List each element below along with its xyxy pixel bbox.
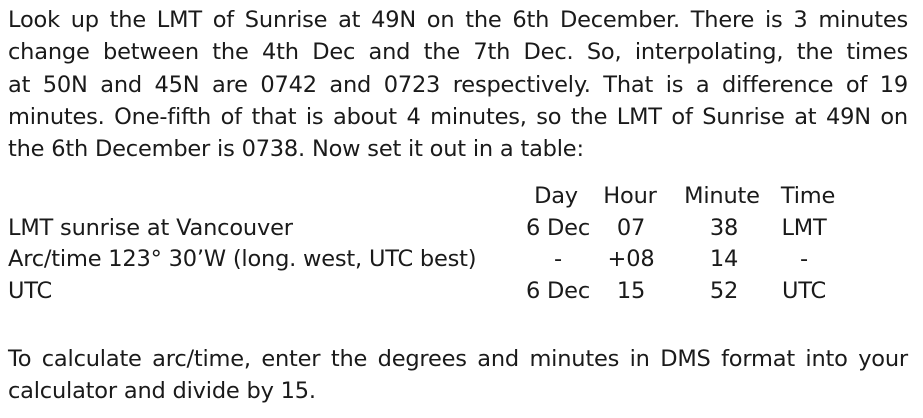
row-hour: 15	[616, 277, 646, 304]
footer-paragraph: To calculate arc/time, enter the degrees…	[8, 343, 908, 408]
row-minute: 14	[709, 246, 739, 272]
header-time: Time	[780, 183, 836, 209]
table-header-row: Day Hour Minute Time	[8, 183, 908, 215]
header-hour: Hour	[603, 183, 657, 209]
intro-line: minutes. One-fifth of that is about 4 mi…	[8, 103, 908, 130]
row-day: 6 Dec	[525, 214, 590, 241]
intro-paragraph: Look up the LMT of Sunrise at 49N on the…	[8, 4, 908, 165]
row-minute: 52	[709, 277, 739, 304]
row-label: LMT sunrise at Vancouver	[8, 214, 293, 241]
table-row: Arc/time 123° 30’W (long. west, UTC best…	[8, 246, 908, 278]
footer-line: To calculate arc/time, enter the degrees…	[8, 346, 908, 372]
row-day: -	[554, 246, 562, 272]
intro-line: at 50N and 45N are 0742 and 0723 respect…	[8, 71, 908, 98]
row-time: LMT	[781, 214, 827, 241]
intro-line: change between the 4th Dec and the 7th D…	[8, 39, 908, 66]
footer-line: calculator and divide by 15.	[8, 378, 316, 405]
table-row: LMT sunrise at Vancouver 6 Dec 07 38 LMT	[8, 215, 908, 247]
row-label: UTC	[8, 277, 53, 304]
row-time: UTC	[781, 277, 826, 304]
row-minute: 38	[709, 214, 739, 241]
sunrise-table: Day Hour Minute Time LMT sunrise at Vanc…	[8, 183, 908, 309]
row-label: Arc/time 123° 30’W (long. west, UTC best…	[8, 246, 477, 272]
row-hour: +08	[607, 246, 655, 272]
table-row: UTC 6 Dec 15 52 UTC	[8, 278, 908, 310]
row-day: 6 Dec	[525, 277, 590, 304]
row-time: -	[800, 246, 808, 272]
header-day: Day	[534, 183, 578, 209]
intro-line: Look up the LMT of Sunrise at 49N on the…	[8, 7, 908, 33]
header-minute: Minute	[684, 183, 760, 209]
row-hour: 07	[616, 214, 646, 241]
intro-line: the 6th December is 0738. Now set it out…	[8, 136, 584, 163]
